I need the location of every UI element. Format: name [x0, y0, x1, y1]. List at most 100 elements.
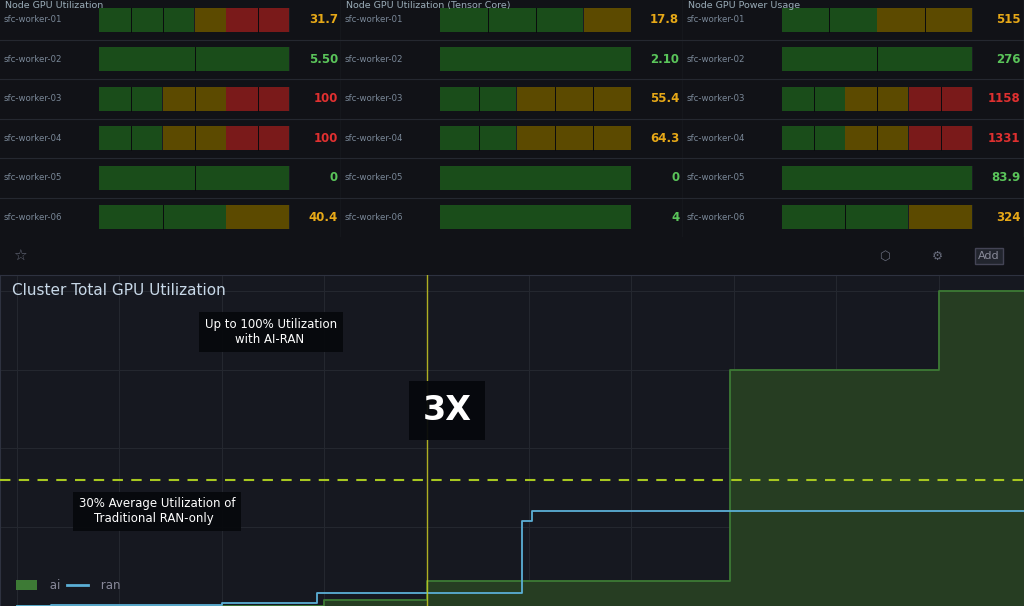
Text: ⬡: ⬡	[879, 250, 890, 262]
Text: ⚙: ⚙	[932, 250, 943, 262]
Text: 1158: 1158	[988, 92, 1021, 105]
Text: 0: 0	[671, 171, 679, 184]
Text: 40.4: 40.4	[308, 211, 338, 224]
Bar	[878, 7, 972, 32]
Text: 1331: 1331	[988, 132, 1021, 145]
Bar	[440, 7, 632, 32]
Bar	[440, 87, 632, 111]
Bar	[440, 205, 631, 230]
Text: sfc-worker-03: sfc-worker-03	[345, 95, 403, 103]
Text: sfc-worker-06: sfc-worker-06	[686, 213, 744, 222]
Bar	[195, 7, 225, 32]
Bar	[440, 87, 516, 111]
Text: sfc-worker-02: sfc-worker-02	[686, 55, 744, 64]
Text: sfc-worker-05: sfc-worker-05	[345, 173, 403, 182]
Bar	[781, 205, 908, 230]
Bar	[226, 87, 290, 111]
Text: 324: 324	[996, 211, 1021, 224]
Text: 17.8: 17.8	[650, 13, 679, 26]
Bar	[440, 126, 632, 150]
Bar	[781, 165, 972, 190]
Text: sfc-worker-06: sfc-worker-06	[3, 213, 61, 222]
Bar	[440, 165, 631, 190]
Text: 4: 4	[671, 211, 679, 224]
Bar	[99, 165, 290, 190]
Bar	[440, 205, 632, 230]
Bar	[99, 205, 290, 230]
Bar	[781, 87, 973, 111]
Bar	[781, 126, 973, 150]
Text: sfc-worker-05: sfc-worker-05	[686, 173, 744, 182]
Text: sfc-worker-05: sfc-worker-05	[3, 173, 61, 182]
Bar	[440, 165, 632, 190]
Bar	[440, 126, 516, 150]
Text: sfc-worker-04: sfc-worker-04	[686, 134, 744, 143]
Bar	[99, 47, 290, 72]
Bar	[226, 7, 290, 32]
Bar	[909, 205, 972, 230]
Text: 83.9: 83.9	[991, 171, 1021, 184]
Bar	[781, 126, 845, 150]
Text: Node GPU Utilization (Tensor Core): Node GPU Utilization (Tensor Core)	[346, 1, 511, 10]
Bar	[163, 126, 225, 150]
Text: 31.7: 31.7	[309, 13, 338, 26]
Text: sfc-worker-03: sfc-worker-03	[3, 95, 61, 103]
Bar	[99, 126, 162, 150]
Bar	[99, 87, 162, 111]
Bar	[584, 7, 631, 32]
Text: 276: 276	[996, 53, 1021, 65]
Bar	[163, 87, 225, 111]
Bar	[909, 87, 972, 111]
Text: sfc-worker-02: sfc-worker-02	[3, 55, 61, 64]
Bar	[99, 87, 290, 111]
Bar	[781, 7, 877, 32]
Bar	[226, 126, 290, 150]
Text: sfc-worker-01: sfc-worker-01	[3, 15, 61, 24]
Text: ☆: ☆	[13, 248, 27, 264]
Bar	[440, 47, 632, 72]
Text: 55.4: 55.4	[650, 92, 679, 105]
Text: 0: 0	[330, 171, 338, 184]
Text: sfc-worker-06: sfc-worker-06	[345, 213, 403, 222]
Text: 3X: 3X	[423, 394, 472, 427]
Bar	[99, 7, 290, 32]
Bar	[517, 87, 631, 111]
Bar	[781, 165, 973, 190]
Bar	[517, 126, 631, 150]
Text: 100: 100	[313, 132, 338, 145]
Bar	[781, 87, 845, 111]
Bar	[781, 47, 973, 72]
Text: Up to 100% Utilization
        with AI-RAN: Up to 100% Utilization with AI-RAN	[205, 318, 337, 346]
Bar	[846, 87, 908, 111]
Bar	[440, 7, 583, 32]
Bar	[781, 205, 973, 230]
Text: Node GPU Utilization: Node GPU Utilization	[5, 1, 103, 10]
Bar	[781, 47, 972, 72]
Bar	[440, 47, 631, 72]
Bar	[846, 126, 908, 150]
Text: Cluster Total GPU Utilization: Cluster Total GPU Utilization	[12, 283, 226, 298]
Text: sfc-worker-01: sfc-worker-01	[345, 15, 403, 24]
Bar	[781, 7, 973, 32]
Text: sfc-worker-02: sfc-worker-02	[345, 55, 403, 64]
Text: sfc-worker-03: sfc-worker-03	[686, 95, 744, 103]
Text: sfc-worker-04: sfc-worker-04	[345, 134, 403, 143]
Bar	[99, 205, 225, 230]
Text: 100: 100	[313, 92, 338, 105]
Text: 64.3: 64.3	[650, 132, 679, 145]
Text: Node GPU Power Usage: Node GPU Power Usage	[688, 1, 800, 10]
Text: Add: Add	[978, 251, 999, 261]
Bar	[226, 205, 290, 230]
Legend:  ai,  ran: ai, ran	[11, 574, 126, 597]
Text: 2.10: 2.10	[650, 53, 679, 65]
Text: sfc-worker-01: sfc-worker-01	[686, 15, 744, 24]
Text: 30% Average Utilization of
    Traditional RAN-only: 30% Average Utilization of Traditional R…	[79, 498, 234, 525]
Bar	[99, 165, 290, 190]
Bar	[99, 47, 290, 72]
Text: sfc-worker-04: sfc-worker-04	[3, 134, 61, 143]
Text: 5.50: 5.50	[308, 53, 338, 65]
Bar	[99, 7, 194, 32]
Bar	[99, 126, 290, 150]
Text: 515: 515	[996, 13, 1021, 26]
Bar	[909, 126, 972, 150]
